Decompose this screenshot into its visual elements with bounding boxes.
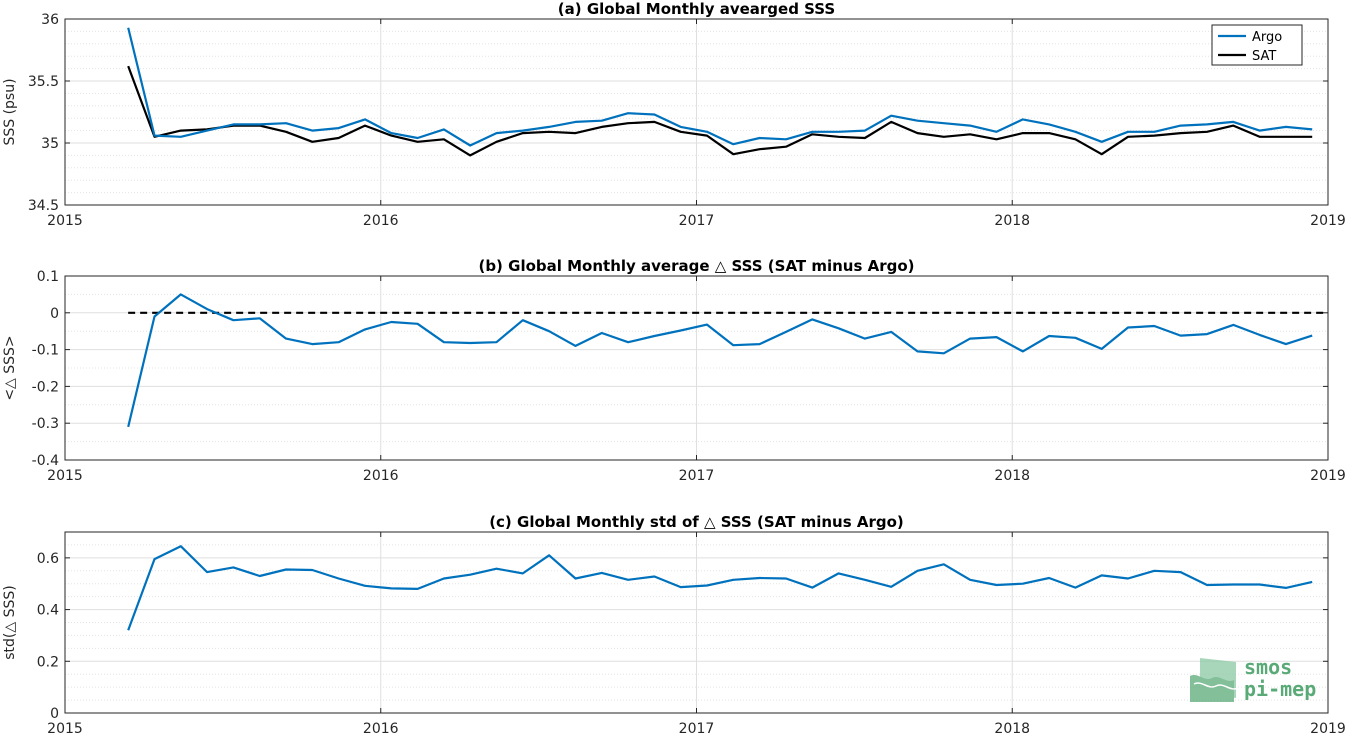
x-tick-label: 2015 <box>47 721 83 736</box>
x-tick-label: 2017 <box>679 213 715 229</box>
smos-pi-mep-logo: smos pi-mep <box>1190 655 1316 702</box>
y-axis-label: <△ SSS> <box>2 335 18 400</box>
x-tick-label: 2018 <box>994 213 1030 229</box>
x-tick-label: 2016 <box>363 721 399 736</box>
y-tick-label: 36 <box>41 12 59 28</box>
legend-label-argo: Argo <box>1252 30 1282 45</box>
x-tick-label: 2018 <box>994 721 1030 736</box>
y-tick-label: 0 <box>50 706 59 722</box>
x-tick-label: 2017 <box>679 721 715 736</box>
legend-label-sat: SAT <box>1252 49 1276 64</box>
y-tick-label: 34.5 <box>28 198 59 214</box>
x-tick-label: 2019 <box>1310 213 1346 229</box>
y-tick-label: 0.6 <box>37 551 59 567</box>
series-line-delta-sss <box>127 293 1313 428</box>
x-tick-label: 2019 <box>1310 721 1346 736</box>
y-axis-label: SSS (psu) <box>2 78 18 145</box>
x-tick-label: 2018 <box>994 468 1030 484</box>
y-tick-label: 0.4 <box>37 603 59 619</box>
x-tick-label: 2015 <box>47 468 83 484</box>
y-tick-label: -0.1 <box>32 343 59 359</box>
logo-text-line2: pi-mep <box>1244 677 1316 701</box>
chart-title: (a) Global Monthly avearged SSS <box>558 0 835 18</box>
x-tick-label: 2015 <box>47 213 83 229</box>
chart-title: (c) Global Monthly std of △ SSS (SAT min… <box>489 513 904 531</box>
x-tick-label: 2016 <box>363 213 399 229</box>
series-line-delta-sss <box>127 545 1313 631</box>
y-tick-label: -0.2 <box>32 379 59 395</box>
x-tick-label: 2016 <box>363 468 399 484</box>
x-tick-label: 2019 <box>1310 468 1346 484</box>
y-tick-label: 35 <box>41 136 59 152</box>
chart-title: (b) Global Monthly average △ SSS (SAT mi… <box>478 257 914 275</box>
y-tick-label: 35.5 <box>28 74 59 90</box>
y-tick-label: 0.1 <box>37 269 59 285</box>
y-tick-label: -0.3 <box>32 416 59 432</box>
y-tick-label: -0.4 <box>32 453 59 469</box>
y-axis-label: std(△ SSS) <box>2 585 18 659</box>
series-line-argo <box>127 27 1313 147</box>
y-tick-label: 0.2 <box>37 654 59 670</box>
legend-box <box>1211 24 1303 66</box>
x-tick-label: 2017 <box>679 468 715 484</box>
series-line-sat <box>127 65 1313 157</box>
logo-text-line1: smos <box>1244 655 1292 679</box>
y-tick-label: 0 <box>50 306 59 322</box>
